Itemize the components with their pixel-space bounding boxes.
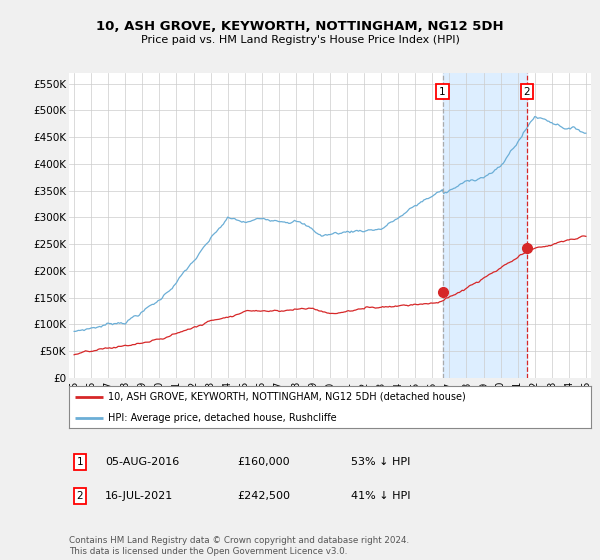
Text: 53% ↓ HPI: 53% ↓ HPI [351, 457, 410, 467]
Text: HPI: Average price, detached house, Rushcliffe: HPI: Average price, detached house, Rush… [108, 413, 337, 423]
Bar [443, 73, 527, 378]
Text: 1: 1 [439, 87, 446, 96]
Text: 05-AUG-2016: 05-AUG-2016 [105, 457, 179, 467]
Text: 2: 2 [524, 87, 530, 96]
Text: £160,000: £160,000 [237, 457, 290, 467]
Text: 1: 1 [76, 457, 83, 467]
Text: 41% ↓ HPI: 41% ↓ HPI [351, 491, 410, 501]
Text: Price paid vs. HM Land Registry's House Price Index (HPI): Price paid vs. HM Land Registry's House … [140, 35, 460, 45]
Text: 10, ASH GROVE, KEYWORTH, NOTTINGHAM, NG12 5DH: 10, ASH GROVE, KEYWORTH, NOTTINGHAM, NG1… [96, 20, 504, 32]
Text: 16-JUL-2021: 16-JUL-2021 [105, 491, 173, 501]
Text: 2: 2 [76, 491, 83, 501]
Text: £242,500: £242,500 [237, 491, 290, 501]
Text: 10, ASH GROVE, KEYWORTH, NOTTINGHAM, NG12 5DH (detached house): 10, ASH GROVE, KEYWORTH, NOTTINGHAM, NG1… [108, 392, 466, 402]
Text: Contains HM Land Registry data © Crown copyright and database right 2024.
This d: Contains HM Land Registry data © Crown c… [69, 536, 409, 556]
